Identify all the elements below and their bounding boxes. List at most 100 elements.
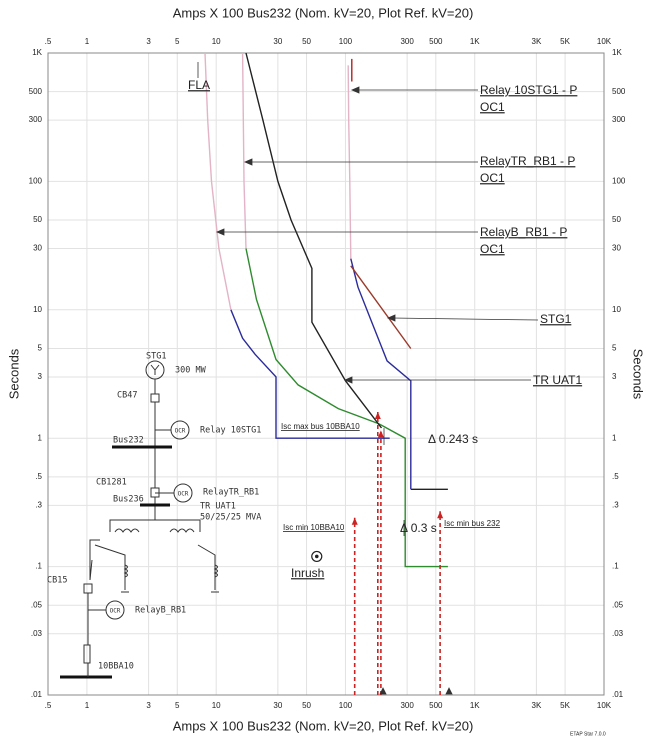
tr-uat1-label: TR UAT1 (533, 373, 582, 387)
y-tick-label: 300 (612, 115, 626, 124)
relay-10stg1-label: Relay 10STG1 - P (480, 83, 577, 97)
diagram-label: TR UAT1 (200, 502, 236, 512)
diagram-label: 50/25/25 MVA (200, 513, 261, 523)
y-tick-label: 30 (612, 244, 621, 253)
diagram-label: Bus236 (113, 495, 144, 505)
top-title: Amps X 100 Bus232 (Nom. kV=20, Plot Ref.… (173, 5, 474, 20)
x-tick-label: 300 (400, 701, 414, 710)
diagram-label: 300 MW (175, 366, 207, 376)
x-tick-label: 10K (597, 37, 612, 46)
y-tick-label: .05 (31, 600, 43, 609)
diagram-label: STG1 (146, 352, 166, 362)
y-tick-label: 50 (33, 215, 42, 224)
x-tick-label: 1 (85, 37, 90, 46)
diagram-label: CB47 (117, 391, 137, 401)
relay-10stg1-label: OC1 (480, 100, 505, 114)
isc-label: Isc min 10BBA10 (283, 523, 345, 532)
x-tick-label: 10 (212, 37, 221, 46)
relayb-label: RelayB_RB1 - P (480, 225, 567, 239)
relaytr-label: RelayTR_RB1 - P (480, 154, 575, 168)
diagram-label: RelayB_RB1 (135, 606, 186, 616)
y-tick-label: .05 (612, 600, 624, 609)
x-tick-label: 100 (339, 37, 353, 46)
y-tick-label: 500 (29, 87, 43, 96)
y-tick-label: 1 (612, 433, 617, 442)
x-tick-label: 1 (85, 701, 90, 710)
arrow-head (374, 411, 381, 419)
curve (350, 258, 412, 490)
y-tick-label: 3 (38, 372, 43, 381)
delta-label: Δ 0.243 s (428, 432, 478, 446)
diagram-label: Relay 10STG1 (200, 426, 261, 436)
y-tick-label: .1 (612, 562, 619, 571)
x-tick-label: 10K (597, 701, 612, 710)
x-tick-label: 3K (532, 701, 542, 710)
y-tick-label: 5 (38, 344, 43, 353)
y-axis-title-left: Seconds (6, 348, 21, 399)
diagram-label: CB15 (47, 576, 67, 586)
y-axis-title-right: Seconds (631, 349, 646, 400)
x-tick-label: 100 (339, 701, 353, 710)
plot-frame (47, 52, 605, 696)
arrow-head (377, 430, 384, 438)
curve (230, 309, 390, 439)
y-tick-label: .5 (35, 472, 42, 481)
x-tick-label: 5K (560, 37, 570, 46)
y-tick-label: 100 (29, 177, 43, 186)
curve (347, 65, 352, 259)
diagram-label: Bus232 (113, 436, 144, 446)
curve (241, 52, 247, 249)
y-tick-label: 30 (33, 244, 42, 253)
diagram-label: CB1281 (96, 478, 127, 488)
x-tick-label: 3 (146, 37, 151, 46)
isc-label: Isc max bus 10BBA10 (281, 422, 360, 431)
x-tick-label: 500 (429, 37, 443, 46)
fla-label: FLA (188, 78, 210, 92)
y-tick-label: 500 (612, 87, 626, 96)
curve (245, 52, 383, 429)
curve (350, 265, 412, 349)
x-tick-label: 5K (560, 701, 570, 710)
y-tick-label: .03 (31, 629, 43, 638)
x-tick-label: 50 (302, 37, 311, 46)
diagram-label: 10BBA10 (98, 662, 134, 672)
x-tick-label: 500 (429, 701, 443, 710)
diagram-label: OCR (178, 491, 189, 498)
arrow-head (437, 511, 444, 519)
x-tick-label: .5 (45, 701, 52, 710)
y-tick-label: 100 (612, 177, 626, 186)
x-tick-label: 3K (532, 37, 542, 46)
stg1-label: STG1 (540, 312, 572, 326)
diagram-label: RelayTR_RB1 (203, 488, 259, 498)
relayb-label: OC1 (480, 242, 505, 256)
curves (204, 52, 448, 695)
software-label: ETAP Star 7.0.0 (570, 731, 606, 737)
x-tick-label: 5 (175, 37, 180, 46)
inrush-marker (311, 550, 323, 563)
y-tick-label: .01 (31, 690, 43, 699)
bottom-title: Amps X 100 Bus232 (Nom. kV=20, Plot Ref.… (173, 718, 474, 733)
x-tick-label: 300 (400, 37, 414, 46)
y-tick-label: 50 (612, 215, 621, 224)
curve (204, 52, 232, 310)
x-tick-label: 50 (302, 701, 311, 710)
curve (245, 248, 448, 568)
y-tick-label: 1K (32, 48, 42, 57)
y-tick-label: .01 (612, 690, 624, 699)
x-tick-label: 10 (212, 701, 221, 710)
x-tick-label: 1K (470, 701, 480, 710)
x-tick-label: 3 (146, 701, 151, 710)
one-line-diagram (60, 360, 219, 679)
y-tick-label: .3 (35, 500, 42, 509)
y-tick-label: .3 (612, 500, 619, 509)
diagram-label: OCR (175, 428, 186, 435)
y-tick-label: 1 (38, 433, 43, 442)
y-tick-label: .5 (612, 472, 619, 481)
isc-label: Isc min bus 232 (444, 519, 501, 528)
x-tick-label: 5 (175, 701, 180, 710)
x-tick-label: 1K (470, 37, 480, 46)
y-tick-label: 10 (612, 305, 621, 314)
y-tick-label: .1 (35, 562, 42, 571)
